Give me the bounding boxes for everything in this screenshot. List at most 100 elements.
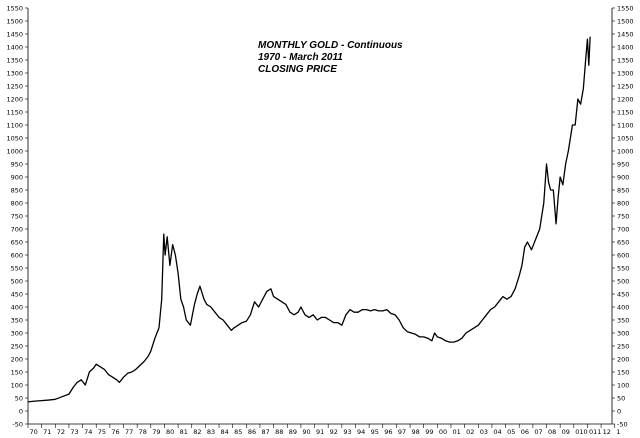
x-tick-label: 87	[261, 428, 269, 436]
y-tick-label-right: 1450	[617, 30, 634, 38]
y-tick-label-left: -50	[12, 420, 23, 428]
y-tick-label-right: 0	[617, 407, 621, 415]
x-tick-label: 06	[521, 428, 529, 436]
y-tick-label-right: 1400	[617, 43, 634, 51]
y-tick-label-right: 1350	[617, 56, 634, 64]
y-tick-label-left: 250	[11, 342, 23, 350]
x-tick-label: 09	[562, 428, 570, 436]
y-tick-label-right: 1200	[617, 95, 634, 103]
y-tick-label-left: 750	[11, 212, 23, 220]
y-tick-label-left: 1000	[6, 147, 23, 155]
y-tick-label-left: 0	[19, 407, 23, 415]
x-tick-label: 08	[548, 428, 556, 436]
y-tick-label-right: 1050	[617, 134, 634, 142]
y-tick-label-left: 600	[11, 251, 23, 259]
x-tick-label: 91	[316, 428, 324, 436]
y-tick-label-right: 1000	[617, 147, 634, 155]
y-tick-label-right: 650	[617, 238, 629, 246]
x-tick-label: 76	[111, 428, 119, 436]
y-tick-label-right: 450	[617, 290, 629, 298]
y-tick-label-right: 500	[617, 277, 629, 285]
y-tick-label-left: 900	[11, 173, 23, 181]
x-tick-label: 011	[589, 428, 601, 436]
y-tick-label-left: 1400	[6, 43, 23, 51]
y-tick-label-right: 1250	[617, 82, 634, 90]
x-tick-label: 05	[507, 428, 515, 436]
series-layer	[27, 36, 591, 403]
y-tick-label-left: 950	[11, 160, 23, 168]
x-tick-label: 03	[480, 428, 488, 436]
x-tick-label: 97	[398, 428, 406, 436]
y-tick-label-left: 1450	[6, 30, 23, 38]
x-tick-label: 94	[357, 428, 365, 436]
x-tick-label: 93	[343, 428, 351, 436]
x-tick-label: 02	[466, 428, 474, 436]
y-tick-label-right: 350	[617, 316, 629, 324]
y-tick-label-left: 300	[11, 329, 23, 337]
x-tick-label: 89	[289, 428, 297, 436]
x-tick-label: 12	[603, 428, 611, 436]
y-tick-label-right: 250	[617, 342, 629, 350]
y-tick-label-left: 500	[11, 277, 23, 285]
y-tick-label-right: 1150	[617, 108, 634, 116]
x-tick-label: 99	[425, 428, 433, 436]
y-tick-label-left: 1100	[6, 121, 23, 129]
x-tick-label: 77	[125, 428, 133, 436]
x-tick-label: 85	[234, 428, 242, 436]
y-tick-label-left: 1350	[6, 56, 23, 64]
chart-title-line: 1970 - March 2011	[258, 52, 343, 63]
y-tick-label-left: 1050	[6, 134, 23, 142]
gold-price-line	[27, 36, 591, 403]
y-tick-label-right: -50	[617, 420, 628, 428]
y-tick-label-right: 600	[617, 251, 629, 259]
y-tick-label-left: 100	[11, 381, 23, 389]
y-tick-label-left: 50	[15, 394, 23, 402]
x-tick-label: 00	[439, 428, 447, 436]
x-tick-label: 74	[84, 428, 92, 436]
x-axis: 70 71 72 73 74 75 76 77 78 79 80 81 82 83 84 85 86 87 88 89…	[27, 423, 620, 436]
x-tick-label: 90	[302, 428, 310, 436]
y-tick-label-left: 200	[11, 355, 23, 363]
y-tick-label-right: 1100	[617, 121, 634, 129]
y-tick-label-left: 1550	[6, 4, 23, 12]
left-y-axis: -50 0 50 100 150 200 250 300 350 400 450 500 550 600 6…	[6, 4, 29, 428]
y-tick-label-right: 850	[617, 186, 629, 194]
x-tick-label: 82	[193, 428, 201, 436]
x-tick-label: 92	[330, 428, 338, 436]
y-tick-label-right: 900	[617, 173, 629, 181]
y-tick-label-right: 300	[617, 329, 629, 337]
x-tick-label: 75	[98, 428, 106, 436]
x-tick-label: 83	[207, 428, 215, 436]
x-tick-label: 81	[180, 428, 188, 436]
y-tick-label-right: 550	[617, 264, 629, 272]
x-tick-label: 70	[30, 428, 38, 436]
y-tick-label-left: 450	[11, 290, 23, 298]
x-tick-label: 72	[57, 428, 65, 436]
y-tick-label-left: 800	[11, 199, 23, 207]
x-tick-label: 79	[152, 428, 160, 436]
y-tick-label-left: 1150	[6, 108, 23, 116]
y-tick-label-right: 100	[617, 381, 629, 389]
y-tick-label-right: 50	[617, 394, 625, 402]
y-tick-label-right: 1500	[617, 17, 634, 25]
x-tick-label: 07	[534, 428, 542, 436]
x-tick-label: 010	[575, 428, 587, 436]
y-tick-label-right: 150	[617, 368, 629, 376]
x-tick-label: 86	[248, 428, 256, 436]
y-tick-label-left: 1300	[6, 69, 23, 77]
x-tick-label: 80	[166, 428, 174, 436]
chart-title-line: CLOSING PRICE	[258, 64, 337, 75]
x-tick-label: 01	[452, 428, 460, 436]
x-tick-label: 88	[275, 428, 283, 436]
y-tick-label-left: 650	[11, 238, 23, 246]
y-tick-label-right: 400	[617, 303, 629, 311]
y-tick-label-left: 850	[11, 186, 23, 194]
chart-title-line: MONTHLY GOLD - Continuous	[258, 40, 403, 51]
right-y-axis: -50 0 50 100 150 200 250 300 350 400 450 500 550 600 6…	[611, 4, 634, 428]
x-tick-label: 04	[493, 428, 501, 436]
y-tick-label-right: 700	[617, 225, 629, 233]
x-tick-label: 98	[412, 428, 420, 436]
y-tick-label-right: 950	[617, 160, 629, 168]
x-tick-label: 78	[139, 428, 147, 436]
